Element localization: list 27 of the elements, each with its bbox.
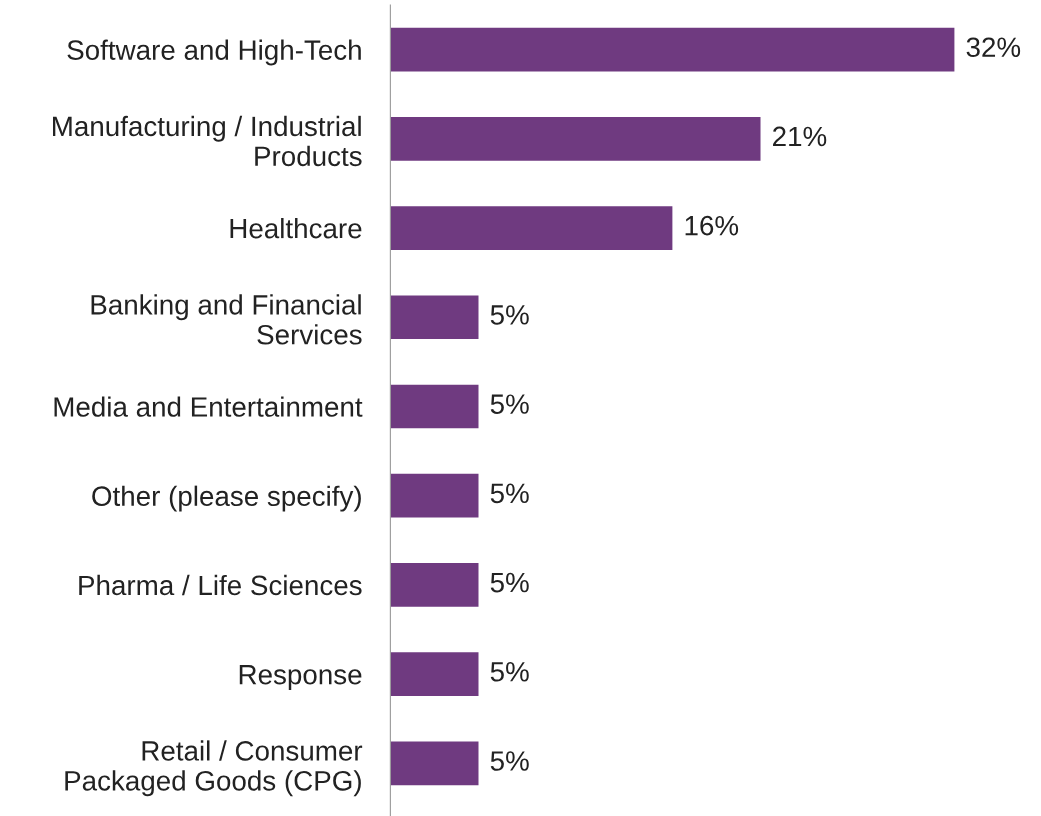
y-tick-label: Pharma / Life Sciences [79, 574, 362, 596]
data-label: 5% [490, 483, 529, 504]
y-tick-label: Other (please specify) [92, 485, 361, 512]
bar [390, 563, 479, 607]
data-label: 5% [490, 305, 529, 325]
data-label: 5% [490, 572, 529, 593]
data-label: 5% [490, 751, 529, 771]
bar [390, 741, 479, 786]
data-label: 32% [966, 37, 1021, 58]
bar [390, 295, 479, 340]
y-tick-label: Software and High-Tech [67, 39, 361, 66]
data-label: 5% [490, 394, 529, 414]
y-tick-label: Retail / Consumer Packaged Goods (CPG) [65, 740, 363, 797]
bar [390, 116, 761, 161]
bar [390, 27, 955, 72]
bar [390, 473, 479, 518]
bar [390, 384, 479, 429]
y-tick-label: Manufacturing / Industrial Products [53, 115, 362, 167]
data-label: 21% [773, 126, 827, 147]
y-tick-label: Healthcare [230, 217, 362, 239]
y-tick-label: Banking and Financial Services [91, 294, 362, 345]
bar [390, 206, 673, 250]
data-label: 5% [490, 662, 529, 682]
y-tick-label: Media and Entertainment [54, 396, 363, 417]
data-label: 16% [685, 215, 739, 236]
bar [390, 652, 479, 696]
y-tick-label: Response [239, 665, 362, 690]
